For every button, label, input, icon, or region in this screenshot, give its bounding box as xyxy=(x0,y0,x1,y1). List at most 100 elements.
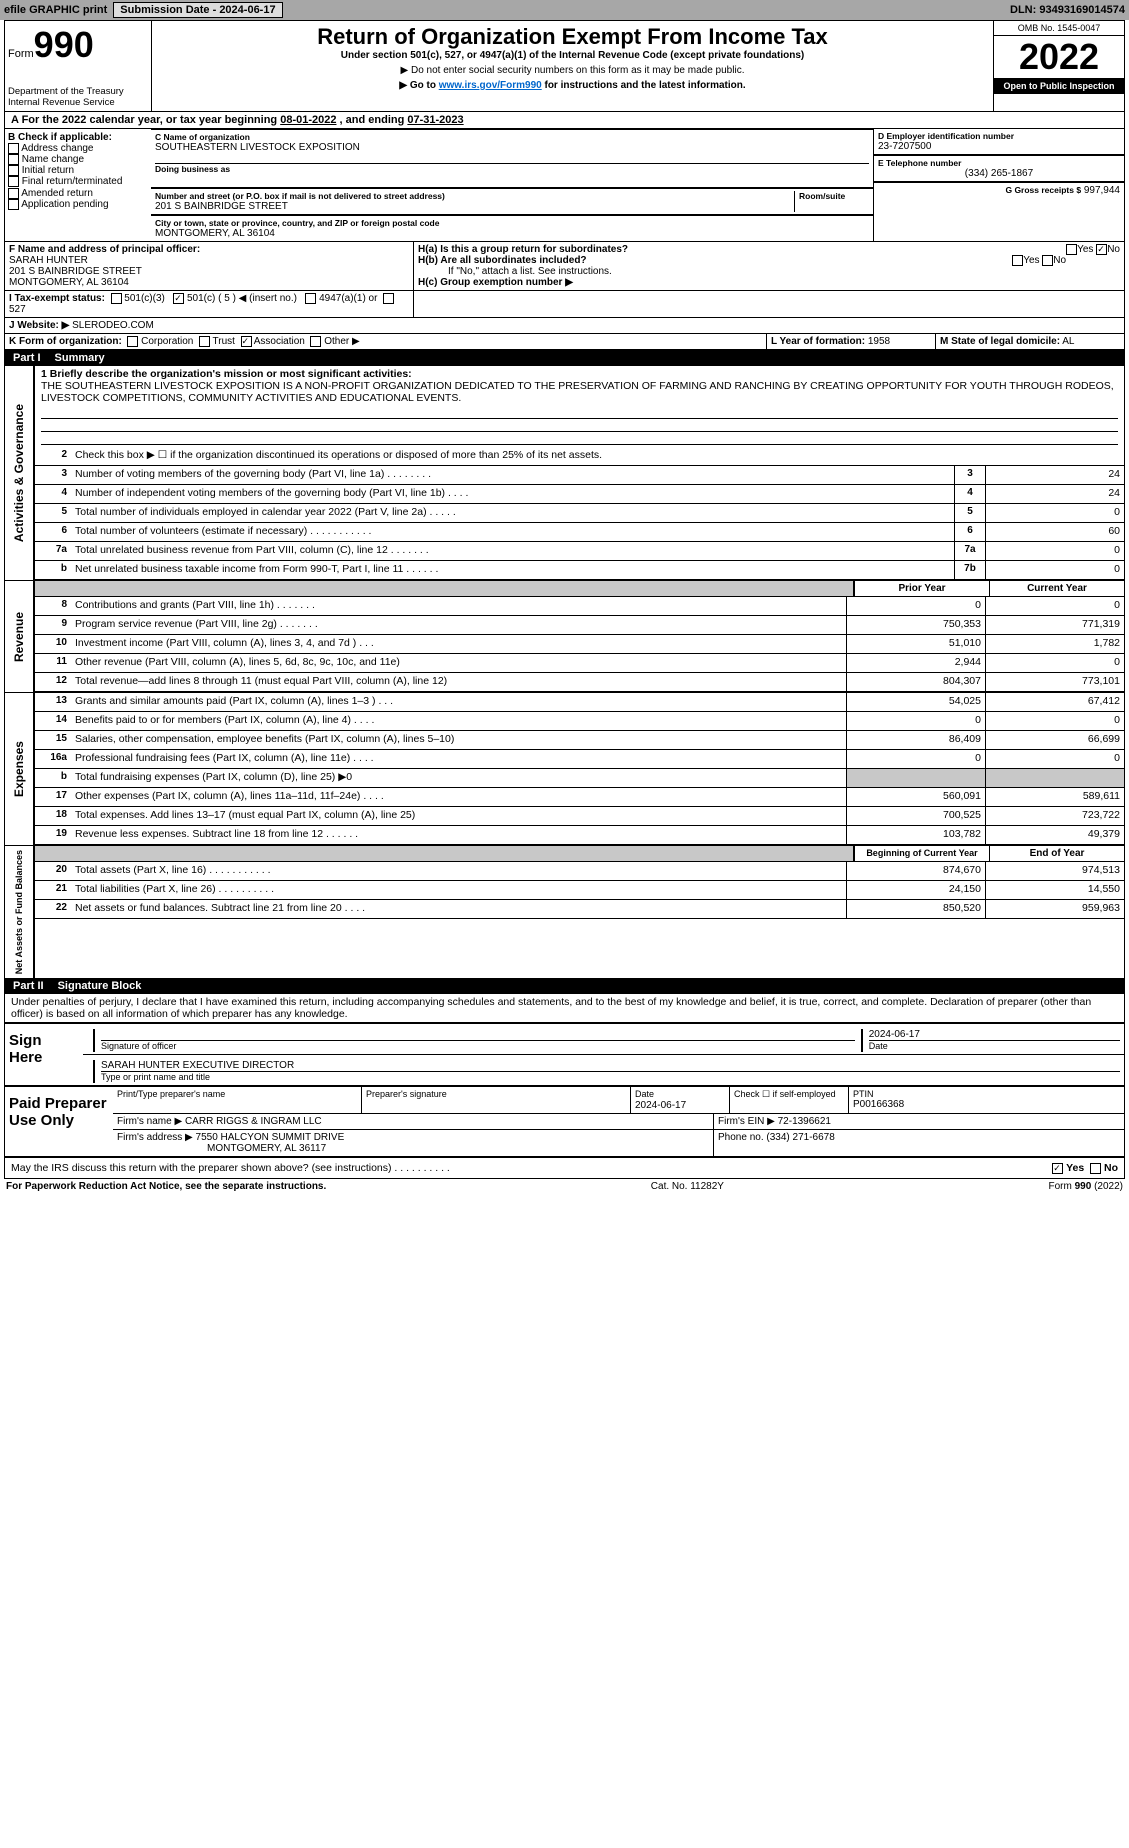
part2-title: Signature Block xyxy=(58,980,142,992)
discuss-yes-chk[interactable] xyxy=(1052,1163,1063,1174)
501c-chk[interactable] xyxy=(173,293,184,304)
paid-preparer-section: Paid Preparer Use Only Print/Type prepar… xyxy=(5,1087,1124,1158)
discuss-no-chk[interactable] xyxy=(1090,1163,1101,1174)
form-990: Form990 Department of the Treasury Inter… xyxy=(4,20,1125,1179)
gov-line-7a: 7aTotal unrelated business revenue from … xyxy=(35,542,1124,561)
sig-date: 2024-06-17 xyxy=(869,1029,1120,1041)
ha-yes: Yes xyxy=(1077,244,1093,255)
year-formation: 1958 xyxy=(868,336,890,347)
rev-col-hdr: Prior YearCurrent Year xyxy=(35,581,1124,597)
501c3-chk[interactable] xyxy=(111,293,122,304)
gov-line-3: 3Number of voting members of the governi… xyxy=(35,466,1124,485)
ein: 23-7207500 xyxy=(878,141,1120,152)
line-14: 14Benefits paid to or for members (Part … xyxy=(35,712,1124,731)
ha-yes-chk[interactable] xyxy=(1066,244,1077,255)
website-label: J Website: ▶ xyxy=(9,320,69,331)
527-chk[interactable] xyxy=(383,293,394,304)
addr-label: Number and street (or P.O. box if mail i… xyxy=(155,191,794,201)
hc-label: H(c) Group exemption number ▶ xyxy=(418,277,573,288)
firm-addr-lbl: Firm's address ▶ xyxy=(117,1132,193,1143)
4947-chk[interactable] xyxy=(305,293,316,304)
dept: Department of the Treasury xyxy=(8,86,148,97)
line-12: 12Total revenue—add lines 8 through 11 (… xyxy=(35,673,1124,692)
city-label: City or town, state or province, country… xyxy=(155,218,869,228)
line-15: 15Salaries, other compensation, employee… xyxy=(35,731,1124,750)
officer-addr1: 201 S BAINBRIDGE STREET xyxy=(9,266,142,277)
part2-num: Part II xyxy=(13,980,44,992)
hb-no: No xyxy=(1053,255,1066,266)
form-org-label: K Form of organization: xyxy=(9,336,122,347)
chk-address-change[interactable] xyxy=(8,143,19,154)
pra-notice: For Paperwork Reduction Act Notice, see … xyxy=(6,1181,326,1192)
firm-addr2: MONTGOMERY, AL 36117 xyxy=(207,1143,326,1154)
line-16a: 16aProfessional fundraising fees (Part I… xyxy=(35,750,1124,769)
sign-here-section: Sign Here Signature of officer2024-06-17… xyxy=(5,1022,1124,1087)
tax-year: 2022 xyxy=(994,36,1124,78)
firm-addr1: 7550 HALCYON SUMMIT DRIVE xyxy=(196,1132,345,1143)
ha-no-chk[interactable] xyxy=(1096,244,1107,255)
line-21: 21Total liabilities (Part X, line 26) . … xyxy=(35,881,1124,900)
k-chk-0[interactable] xyxy=(127,336,138,347)
net-label: Net Assets or Fund Balances xyxy=(12,846,26,978)
public-inspection: Open to Public Inspection xyxy=(994,78,1124,94)
line-2: 2Check this box ▶ ☐ if the organization … xyxy=(35,447,1124,466)
k-chk-3[interactable] xyxy=(310,336,321,347)
omb: OMB No. 1545-0047 xyxy=(994,21,1124,36)
b-item: Application pending xyxy=(8,199,148,210)
period-label: A For the 2022 calendar year, or tax yea… xyxy=(11,114,280,126)
hb-no-chk[interactable] xyxy=(1042,255,1053,266)
period-row: A For the 2022 calendar year, or tax yea… xyxy=(5,112,1124,129)
sig-date-label: Date xyxy=(869,1041,888,1051)
net-col-hdr: Beginning of Current YearEnd of Year xyxy=(35,846,1124,862)
officer-label: F Name and address of principal officer: xyxy=(9,244,200,255)
prep-sig-lbl: Preparer's signature xyxy=(366,1089,626,1099)
chk-name-change[interactable] xyxy=(8,154,19,165)
firm-ein-lbl: Firm's EIN ▶ xyxy=(718,1116,775,1127)
sig-label: Signature of officer xyxy=(101,1041,176,1051)
part1-header: Part ISummary xyxy=(5,350,1124,366)
period-begin: 08-01-2022 xyxy=(280,114,336,126)
name-label: C Name of organization xyxy=(155,132,869,142)
prep-date-lbl: Date xyxy=(635,1089,654,1099)
penalties: Under penalties of perjury, I declare th… xyxy=(5,994,1124,1022)
chk-final-return-terminated[interactable] xyxy=(8,176,19,187)
irs: Internal Revenue Service xyxy=(8,97,148,108)
q2-text: Check this box ▶ ☐ if the organization d… xyxy=(71,447,1124,465)
net-section: Net Assets or Fund Balances Beginning of… xyxy=(5,845,1124,978)
form-title: Return of Organization Exempt From Incom… xyxy=(155,24,990,50)
hb-yes-chk[interactable] xyxy=(1012,255,1023,266)
form-header: Form990 Department of the Treasury Inter… xyxy=(5,21,1124,112)
k-chk-2[interactable] xyxy=(241,336,252,347)
form-number: 990 xyxy=(34,24,94,65)
current-year-hdr: Current Year xyxy=(989,581,1124,596)
submission-btn[interactable]: Submission Date - 2024-06-17 xyxy=(113,2,282,18)
firm-name-lbl: Firm's name ▶ xyxy=(117,1116,182,1127)
tax-status-label: I Tax-exempt status: xyxy=(9,293,105,304)
ssn-warning: ▶ Do not enter social security numbers o… xyxy=(155,65,990,76)
b-item: Initial return xyxy=(8,165,148,176)
governance-label: Activities & Governance xyxy=(10,400,28,546)
b-item: Address change xyxy=(8,143,148,154)
ein-label: D Employer identification number xyxy=(878,131,1120,141)
prep-date: 2024-06-17 xyxy=(635,1100,686,1111)
mission: THE SOUTHEASTERN LIVESTOCK EXPOSITION IS… xyxy=(41,380,1114,404)
line-10: 10Investment income (Part VIII, column (… xyxy=(35,635,1124,654)
period-mid: , and ending xyxy=(336,114,407,126)
line-9: 9Program service revenue (Part VIII, lin… xyxy=(35,616,1124,635)
chk-initial-return[interactable] xyxy=(8,165,19,176)
b-item: Name change xyxy=(8,154,148,165)
4947: 4947(a)(1) or xyxy=(319,293,377,304)
chk-amended-return[interactable] xyxy=(8,188,19,199)
ptin-lbl: PTIN xyxy=(853,1089,904,1099)
line-19: 19Revenue less expenses. Subtract line 1… xyxy=(35,826,1124,845)
room-label: Room/suite xyxy=(799,191,869,201)
ptin: P00166368 xyxy=(853,1099,904,1110)
domicile-label: M State of legal domicile: xyxy=(940,336,1060,347)
k-chk-1[interactable] xyxy=(199,336,210,347)
officer-name: SARAH HUNTER xyxy=(9,255,88,266)
501c: 501(c) ( 5 ) ◀ (insert no.) xyxy=(187,293,297,304)
officer-name-label: Type or print name and title xyxy=(101,1072,210,1082)
chk-application-pending[interactable] xyxy=(8,199,19,210)
irs-link[interactable]: www.irs.gov/Form990 xyxy=(439,80,542,91)
eoy-hdr: End of Year xyxy=(989,846,1124,861)
